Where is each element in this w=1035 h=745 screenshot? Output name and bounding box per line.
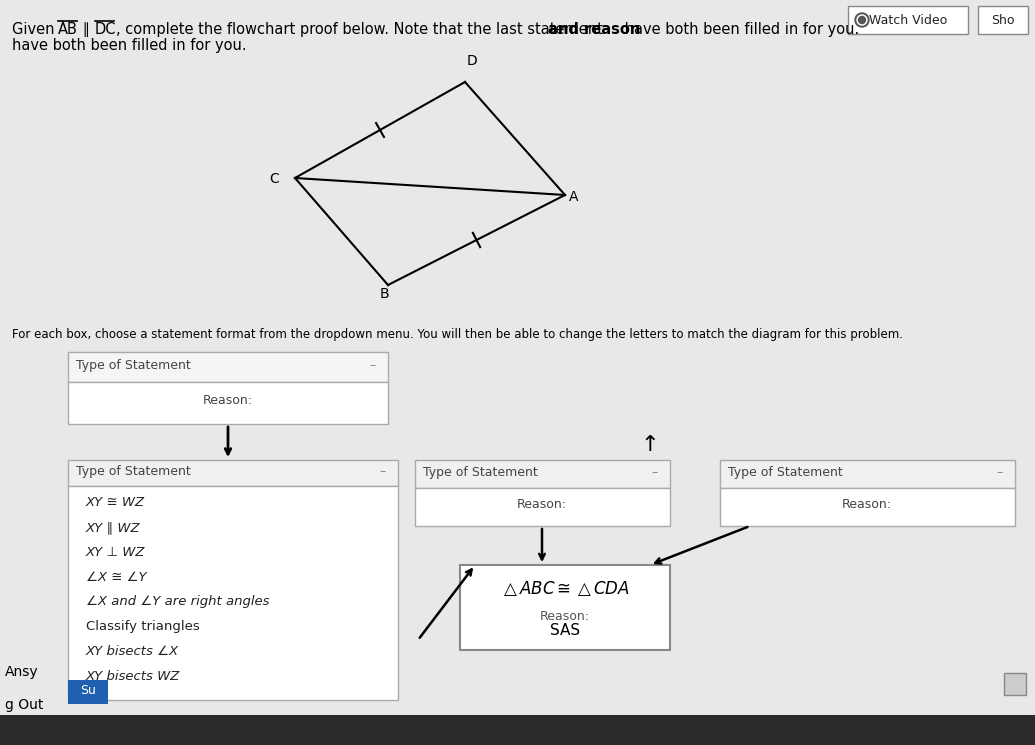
Text: g Out: g Out bbox=[5, 698, 43, 712]
Text: AB: AB bbox=[58, 22, 78, 37]
Text: Watch Video: Watch Video bbox=[868, 14, 947, 27]
Text: Given: Given bbox=[12, 22, 59, 37]
Text: ∥: ∥ bbox=[78, 22, 94, 37]
Text: –: – bbox=[380, 465, 386, 478]
FancyBboxPatch shape bbox=[68, 460, 398, 486]
Text: XY bisects WZ: XY bisects WZ bbox=[86, 670, 180, 683]
Text: Type of Statement: Type of Statement bbox=[728, 466, 842, 479]
Text: Reason:: Reason: bbox=[540, 610, 590, 623]
Text: have both been filled in for you.: have both been filled in for you. bbox=[620, 22, 859, 37]
Text: D: D bbox=[467, 54, 478, 68]
Text: XY ⊥ WZ: XY ⊥ WZ bbox=[86, 546, 146, 559]
Text: Classify triangles: Classify triangles bbox=[86, 621, 200, 633]
Text: C: C bbox=[269, 172, 279, 186]
Text: –: – bbox=[652, 466, 658, 479]
FancyBboxPatch shape bbox=[720, 488, 1015, 526]
FancyBboxPatch shape bbox=[0, 715, 1035, 745]
Circle shape bbox=[857, 15, 867, 25]
Text: have both been filled in for you.: have both been filled in for you. bbox=[12, 38, 246, 53]
Circle shape bbox=[855, 13, 869, 27]
Text: SAS: SAS bbox=[550, 623, 580, 638]
FancyBboxPatch shape bbox=[720, 460, 1015, 488]
Circle shape bbox=[858, 16, 865, 24]
FancyBboxPatch shape bbox=[415, 488, 670, 526]
Text: Sho: Sho bbox=[992, 14, 1014, 27]
FancyBboxPatch shape bbox=[68, 680, 108, 704]
Text: Reason:: Reason: bbox=[203, 394, 253, 407]
Text: –: – bbox=[997, 466, 1003, 479]
Text: ∠X and ∠Y are right angles: ∠X and ∠Y are right angles bbox=[86, 595, 269, 609]
FancyBboxPatch shape bbox=[978, 6, 1028, 34]
FancyBboxPatch shape bbox=[68, 382, 388, 424]
Text: Type of Statement: Type of Statement bbox=[76, 465, 190, 478]
Text: ∠X ≅ ∠Y: ∠X ≅ ∠Y bbox=[86, 571, 147, 583]
Text: Type of Statement: Type of Statement bbox=[76, 359, 190, 372]
Text: –: – bbox=[369, 359, 376, 372]
FancyBboxPatch shape bbox=[0, 0, 1035, 720]
FancyBboxPatch shape bbox=[415, 460, 670, 488]
Text: Ansy: Ansy bbox=[5, 665, 38, 679]
Text: Su: Su bbox=[80, 684, 96, 697]
FancyBboxPatch shape bbox=[68, 352, 388, 382]
FancyBboxPatch shape bbox=[1004, 673, 1026, 695]
Text: Reason:: Reason: bbox=[518, 498, 567, 511]
Text: Reason:: Reason: bbox=[842, 498, 892, 511]
FancyBboxPatch shape bbox=[460, 565, 670, 650]
Text: XY bisects ∠X: XY bisects ∠X bbox=[86, 645, 179, 659]
Text: Type of Statement: Type of Statement bbox=[423, 466, 538, 479]
Text: and reason: and reason bbox=[548, 22, 641, 37]
Text: B: B bbox=[379, 287, 389, 301]
Text: DC: DC bbox=[95, 22, 117, 37]
Text: $\triangle ABC \cong \triangle CDA$: $\triangle ABC \cong \triangle CDA$ bbox=[500, 579, 630, 598]
Text: For each box, choose a statement format from the dropdown menu. You will then be: For each box, choose a statement format … bbox=[12, 328, 903, 341]
Text: A: A bbox=[569, 190, 579, 204]
Text: ↑: ↑ bbox=[641, 435, 659, 455]
FancyBboxPatch shape bbox=[848, 6, 968, 34]
Text: XY ∥ WZ: XY ∥ WZ bbox=[86, 521, 141, 534]
Text: XY ≅ WZ: XY ≅ WZ bbox=[86, 496, 145, 509]
FancyBboxPatch shape bbox=[68, 486, 398, 700]
Text: , complete the flowchart proof below. Note that the last statement: , complete the flowchart proof below. No… bbox=[116, 22, 608, 37]
